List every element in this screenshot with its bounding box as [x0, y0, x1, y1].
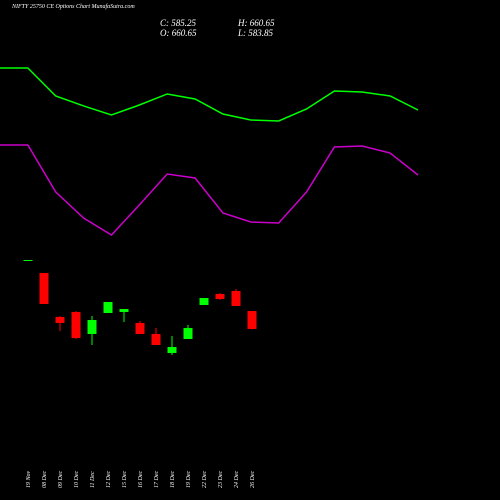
candle-body	[199, 298, 209, 306]
x-tick-label: 18 Dec	[170, 471, 176, 488]
candle-body	[247, 311, 257, 330]
x-tick-label: 15 Dec	[122, 471, 128, 488]
x-tick-label: 23 Dec	[218, 471, 224, 488]
candle-body	[135, 323, 145, 335]
candle-body	[103, 301, 113, 314]
x-tick-label: 19 Nov	[26, 470, 32, 488]
x-tick-label: 09 Dec	[58, 471, 64, 488]
candle-body	[215, 293, 225, 299]
candle-body	[23, 260, 33, 262]
x-tick-label: 11 Dec	[90, 471, 96, 488]
indicator-line	[0, 67, 419, 122]
x-tick-label: 19 Dec	[186, 471, 192, 488]
low-label: L: 583.85	[237, 28, 274, 38]
x-tick-label: 26 Dec	[250, 471, 256, 488]
high-label: H: 660.65	[237, 18, 275, 28]
candle-body	[55, 317, 65, 324]
candle-body	[71, 311, 81, 339]
indicator-line	[0, 144, 419, 236]
x-tick-label: 08 Dec	[42, 471, 48, 488]
x-tick-label: 24 Dec	[233, 471, 240, 488]
chart-title: NIFTY 25750 CE Options Chart MunafaSutra…	[11, 3, 135, 10]
candle-body	[87, 319, 97, 335]
open-label: O: 660.65	[160, 28, 197, 38]
candle-body	[39, 273, 49, 305]
candle-body	[167, 347, 177, 354]
x-tick-label: 12 Dec	[106, 471, 112, 488]
close-label: C: 585.25	[160, 18, 197, 28]
x-tick-label: 10 Dec	[74, 471, 80, 488]
x-tick-label: 16 Dec	[138, 471, 144, 488]
x-tick-label: 17 Dec	[154, 471, 160, 488]
candle-body	[183, 328, 193, 339]
x-tick-label: 22 Dec	[202, 471, 208, 488]
candle-body	[119, 309, 129, 312]
candle-body	[231, 291, 241, 307]
candle-body	[151, 334, 161, 346]
